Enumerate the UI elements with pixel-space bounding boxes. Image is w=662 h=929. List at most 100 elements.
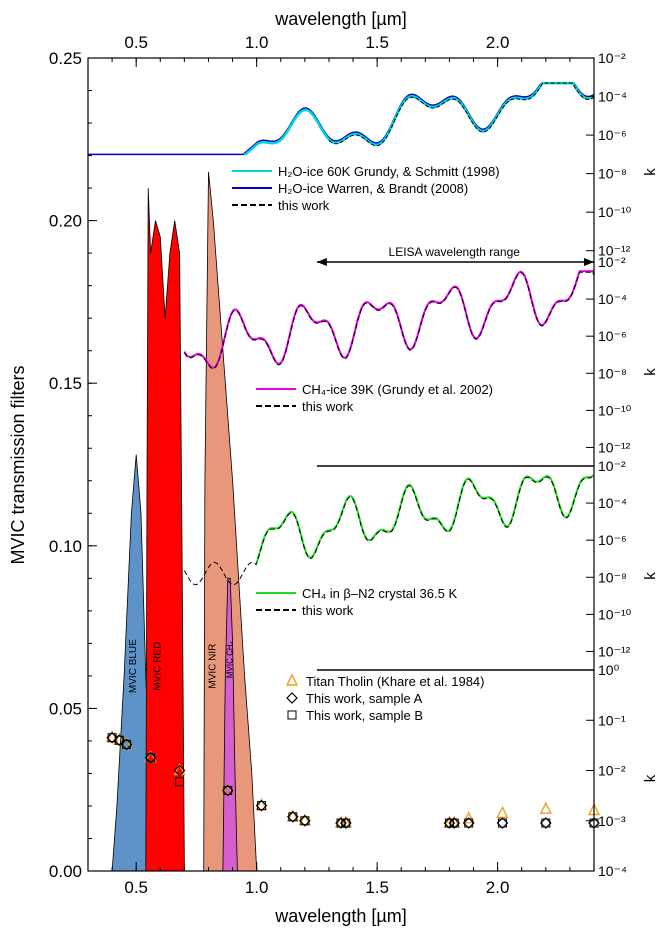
k-axis-label: k (642, 368, 659, 376)
plot-frame (87, 57, 595, 872)
k-axis-label: k (642, 168, 659, 176)
k-tick-label: 10⁻⁴ (598, 89, 627, 105)
k-panels (88, 81, 601, 829)
k-tick-label: 10⁻² (598, 763, 626, 779)
sample-a-point (286, 810, 299, 823)
k-tick-label: 10⁻⁸ (598, 569, 627, 585)
k-tick-label: 10⁻⁴ (598, 495, 627, 511)
x-top-axis-label: wavelength [µm] (274, 9, 406, 29)
x-tick-label: 0.5 (124, 878, 148, 897)
sample-b-point (336, 818, 346, 828)
legend-entry: This work, sample B (306, 708, 423, 723)
y-axis-label: MVIC transmission filters (8, 365, 28, 564)
legend-marker (285, 673, 299, 686)
filter-area-2 (203, 171, 258, 872)
series-h2o-this (328, 82, 595, 147)
series-h2o-grundy (244, 81, 595, 156)
k-tick-label: 10⁻² (598, 50, 626, 66)
x-top-tick-label: 1.5 (365, 33, 389, 52)
sample-b-point (256, 801, 266, 811)
legend-entry: Titan Tholin (Khare et al. 1984) (306, 674, 485, 689)
sample-a-point (448, 817, 461, 829)
legend-entry: this work (302, 399, 354, 414)
legend-entry: CH₄ in β–N2 crystal 36.5 K (302, 586, 457, 601)
leisa-arrowhead-left (316, 258, 327, 266)
sample-a-point (221, 784, 234, 797)
k-tick-label: 10⁻¹⁰ (598, 606, 632, 622)
x-tick-label: 1.5 (365, 878, 389, 897)
k-tick-label: 10⁻⁶ (598, 532, 627, 548)
k-tick-label: 10⁻⁸ (598, 166, 627, 182)
k-tick-label: 10⁰ (598, 662, 620, 678)
k-tick-label: 10⁻¹² (598, 439, 631, 455)
k-tick-label: 10⁻² (598, 458, 626, 474)
legend-entry: this work (302, 603, 354, 618)
series-ch4n2-ref (255, 474, 595, 563)
sample-a-point (299, 814, 311, 827)
k-tick-label: 10⁻² (598, 254, 626, 270)
k-tick-label: 10⁻⁶ (598, 127, 627, 143)
sample-b-point (223, 785, 233, 795)
sample-a-point (443, 817, 456, 829)
y-tick-label: 0.10 (49, 537, 82, 556)
x-tick-label: 1.0 (245, 878, 269, 897)
sample-a-point (173, 764, 186, 777)
filter-label-3: MVIC CH₄ (226, 641, 235, 678)
k-tick-label: 10⁻⁶ (598, 328, 627, 344)
axes: 10⁻¹² 10⁻¹⁰ 10⁻⁸ 10⁻⁶ 10⁻⁴ 10⁻² k 10⁻¹² 10⁻¹⁰ 10⁻… (8, 9, 659, 926)
sample-b-point (444, 818, 454, 828)
sample-b-point (122, 739, 132, 749)
sample-b-point (449, 818, 459, 828)
filter-label-1: MVIC RED (152, 642, 163, 691)
sample-b-point (146, 753, 156, 763)
x-top-tick-label: 0.5 (124, 33, 148, 52)
legend-marker (286, 692, 298, 704)
sample-b-point (497, 818, 507, 828)
leisa-arrowhead-right (584, 258, 594, 266)
k-tick-label: 10⁻³ (598, 813, 626, 829)
leisa-label: LEISA wavelength range (389, 245, 521, 259)
sample-b-point (341, 818, 351, 828)
x-top-tick-label: 1.0 (245, 33, 269, 52)
k-tick-label: 10⁻⁸ (598, 365, 627, 381)
k-tick-label: 10⁻¹⁰ (598, 204, 632, 220)
series-h2o-warren (88, 82, 595, 156)
y-tick-label: 0.05 (49, 699, 82, 718)
sample-b-point (175, 777, 185, 787)
series-ch4n2-this (183, 475, 595, 586)
sample-a-point (255, 799, 268, 812)
k-tick-label: 10⁻⁴ (598, 863, 627, 879)
sample-a-point (539, 817, 552, 829)
legend-entry: H₂O-ice Warren, & Brandt (2008) (278, 181, 468, 196)
legend-entry: this work (278, 198, 330, 213)
sample-a-point (339, 817, 352, 829)
legend-entry: This work, sample A (306, 691, 423, 706)
filter-area-1 (145, 188, 185, 872)
tholin-point (173, 762, 186, 776)
legend-entry: H₂O-ice 60K Grundy, & Schmitt (1998) (278, 164, 500, 179)
sample-a-point (496, 817, 509, 829)
series-ch4-this (183, 271, 595, 370)
legends: H₂O-ice 60K Grundy, & Schmitt (1998) H₂O-… (232, 164, 500, 723)
y-tick-label: 0.15 (49, 374, 82, 393)
sample-b-point (464, 818, 474, 828)
k-tick-label: 10⁻¹² (598, 643, 631, 659)
filter-label-2: MVIC NIR (208, 644, 219, 689)
sample-b-point (541, 818, 551, 828)
filter-area-3 (222, 577, 238, 872)
sample-b-point (300, 816, 310, 826)
legend-marker (287, 710, 297, 720)
k-axis-label: k (642, 774, 659, 782)
tholin-point (462, 811, 475, 824)
k-tick-label: 10⁻¹⁰ (598, 402, 632, 418)
x-top-tick-label: 2.0 (486, 33, 510, 52)
legend-entry: CH₄-ice 39K (Grundy et al. 2002) (302, 382, 493, 397)
sample-b-point (107, 733, 117, 743)
filter-curves: MVIC BLUE MVIC RED MVIC NIR MVIC CH₄ (111, 171, 258, 872)
k-tick-label: 10⁻⁴ (598, 291, 627, 307)
k-tick-label: 10⁻¹ (598, 712, 626, 728)
sample-a-point (462, 817, 475, 829)
x-axis-label: wavelength [µm] (274, 906, 406, 926)
k-axis-label: k (642, 572, 659, 580)
